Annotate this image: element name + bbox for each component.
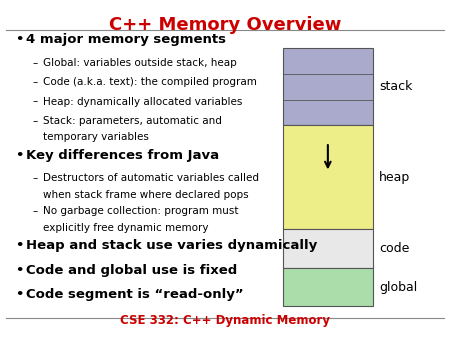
Text: Code segment is “read-only”: Code segment is “read-only” [27, 288, 244, 301]
Text: Code (a.k.a. text): the compiled program: Code (a.k.a. text): the compiled program [43, 77, 256, 87]
Text: 4 major memory segments: 4 major memory segments [27, 33, 226, 46]
FancyBboxPatch shape [283, 229, 373, 268]
Text: Stack: parameters, automatic and: Stack: parameters, automatic and [43, 116, 221, 126]
FancyBboxPatch shape [283, 268, 373, 307]
Text: –: – [33, 77, 38, 87]
Text: global: global [379, 281, 418, 293]
Text: stack: stack [379, 80, 413, 93]
Text: –: – [33, 206, 38, 216]
Text: –: – [33, 116, 38, 126]
Text: explicitly free dynamic memory: explicitly free dynamic memory [43, 223, 208, 233]
Text: Heap and stack use varies dynamically: Heap and stack use varies dynamically [27, 239, 318, 252]
Text: –: – [33, 58, 38, 68]
Text: –: – [33, 97, 38, 106]
FancyBboxPatch shape [283, 48, 373, 125]
Text: CSE 332: C++ Dynamic Memory: CSE 332: C++ Dynamic Memory [120, 314, 330, 327]
Text: temporary variables: temporary variables [43, 132, 148, 142]
Text: •: • [15, 288, 23, 301]
Text: when stack frame where declared pops: when stack frame where declared pops [43, 190, 248, 200]
Text: code: code [379, 242, 410, 255]
Text: Heap: dynamically allocated variables: Heap: dynamically allocated variables [43, 97, 242, 106]
Text: •: • [15, 33, 23, 46]
Text: No garbage collection: program must: No garbage collection: program must [43, 206, 238, 216]
Text: Key differences from Java: Key differences from Java [27, 149, 220, 162]
Text: Global: variables outside stack, heap: Global: variables outside stack, heap [43, 58, 236, 68]
FancyBboxPatch shape [283, 125, 373, 229]
Text: Destructors of automatic variables called: Destructors of automatic variables calle… [43, 173, 259, 183]
Text: Code and global use is fixed: Code and global use is fixed [27, 264, 238, 276]
Text: •: • [15, 264, 23, 276]
Text: heap: heap [379, 171, 410, 184]
Text: C++ Memory Overview: C++ Memory Overview [109, 17, 341, 34]
Text: •: • [15, 149, 23, 162]
Text: –: – [33, 173, 38, 183]
Text: •: • [15, 239, 23, 252]
